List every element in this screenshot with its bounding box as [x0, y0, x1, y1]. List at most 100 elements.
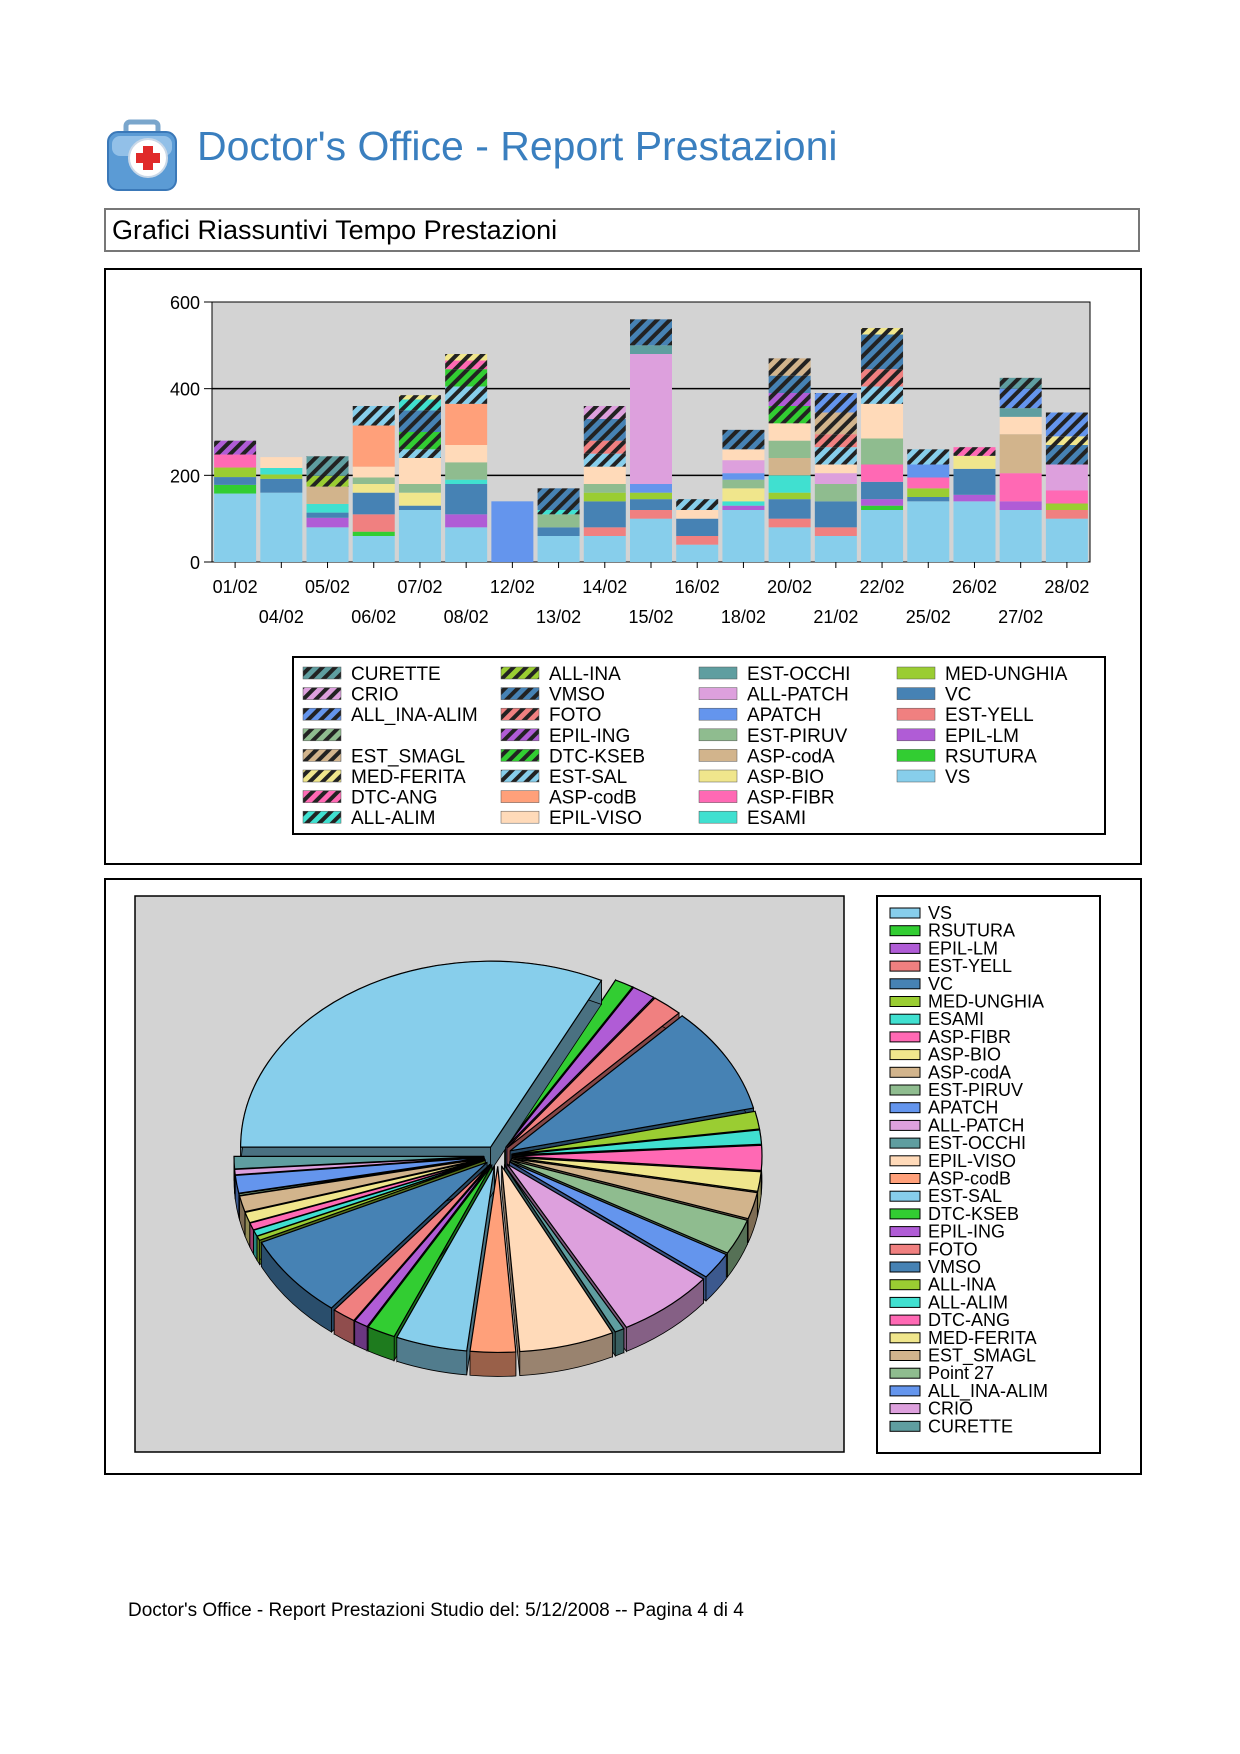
y-tick-label: 0 [190, 553, 200, 573]
bar-stack-25-02 [907, 449, 950, 562]
legend-swatch [302, 749, 342, 762]
legend-label: VS [928, 903, 952, 923]
bar-segment-vmso [398, 410, 441, 432]
bar-segment-epil-viso [999, 416, 1042, 435]
legend-swatch [698, 666, 738, 680]
bar-segment-dtc-ang [953, 447, 996, 456]
bar-segment-esami [768, 475, 811, 493]
legend-swatch [698, 749, 738, 762]
bar-segment-asp-bio [953, 455, 996, 469]
bar-segment-est-sal [352, 406, 395, 426]
bar-segment-vs [583, 536, 626, 562]
bar-segment-med-ferita [861, 328, 904, 335]
legend-swatch [698, 687, 738, 700]
legend-label: DTC-KSEB [549, 746, 645, 767]
bar-segment-epil-viso [352, 466, 395, 478]
legend-label: ASP-codA [747, 746, 835, 767]
bar-segment-asp-coda [306, 486, 349, 504]
bar-segment-vc [445, 484, 488, 515]
bar-segment-vs [630, 518, 672, 562]
bar-segment-rsutura [214, 484, 257, 494]
bar-segment-foto [861, 369, 904, 387]
x-tick-label: 15/02 [628, 607, 673, 627]
legend-label: ASP-codB [928, 1169, 1011, 1189]
bar-stack-05-02 [306, 456, 349, 562]
pie-slice-vs-top [240, 960, 603, 1148]
pie-slice-est-yell-top [506, 997, 680, 1149]
legend-label: DTC-KSEB [928, 1204, 1019, 1224]
bar-stack-26-02 [953, 447, 996, 562]
bar-segment-epil-lm [445, 514, 488, 528]
bar-stack-27-02 [999, 377, 1042, 562]
bar-segment-med-unghia [260, 474, 303, 479]
bar-stack-12-02 [491, 501, 534, 562]
bar-segment-vmso [722, 429, 765, 450]
x-tick-label: 20/02 [767, 577, 812, 597]
legend-swatch [500, 666, 540, 680]
pie-chart: VSRSUTURAEPIL-LMEST-YELLVCMED-UNGHIAESAM… [134, 895, 1101, 1454]
legend-swatch [889, 1190, 921, 1202]
pie-slice-est-sal [395, 1164, 496, 1376]
bar-stack-22-02 [861, 328, 904, 562]
legend-label: EST-PIRUV [928, 1080, 1023, 1100]
legend-label: VS [945, 767, 970, 788]
bar-stack-20-02 [768, 358, 811, 562]
y-tick-label: 400 [170, 380, 200, 400]
legend-swatch [889, 1296, 921, 1308]
section-title: Grafici Riassuntivi Tempo Prestazioni [112, 215, 558, 245]
bar-segment-med-unghia [907, 488, 950, 497]
bar-segment-est-yell [768, 518, 811, 528]
medical-kit-icon [107, 119, 177, 191]
pie-slice-epil-viso [501, 1164, 614, 1376]
bar-chart-panel: 0 200 400 600 01/02 04/02 05/02 06/02 07/02 08/02… [104, 268, 1142, 865]
bar-segment-est-piruv [537, 514, 580, 528]
legend-label: ASP-BIO [928, 1045, 1001, 1065]
x-tick-label: 28/02 [1044, 577, 1089, 597]
bar-segment-est-sal [398, 449, 441, 458]
pie-slice-est-smagl-top [238, 1157, 485, 1213]
legend-swatch [889, 1208, 921, 1220]
bar-segment-vmso [861, 334, 904, 370]
bar-segment-all-patch [630, 354, 672, 484]
bar-stack-18-02 [722, 429, 765, 562]
bar-segment-vc [398, 505, 441, 510]
bar-segment-est-piruv [445, 462, 488, 480]
bar-segment-vc [768, 499, 811, 519]
legend-swatch [889, 1332, 921, 1344]
bar-stack-04-02 [260, 457, 303, 562]
bar-segment-esami [722, 501, 765, 506]
bar-segment-vc [583, 501, 626, 528]
legend-label: ALL-INA [549, 664, 621, 685]
bar-segment-curette [306, 456, 349, 476]
legend-swatch [889, 907, 921, 919]
bar-segment-apatch [722, 473, 765, 480]
legend-swatch [889, 1066, 921, 1078]
bar-segment-vs [537, 536, 580, 562]
legend-swatch [889, 1137, 921, 1149]
y-tick-label: 600 [170, 293, 200, 313]
bar-segment-epil-lm [722, 505, 765, 510]
bar-segment-vc [907, 497, 950, 502]
legend-label: EPIL-ING [928, 1222, 1005, 1242]
legend-label: RSUTURA [928, 921, 1015, 941]
bar-segment-vmso [1045, 445, 1088, 465]
legend-label: EPIL-LM [945, 726, 1019, 747]
bar-segment-crio [583, 406, 626, 419]
bar-segment-vs [768, 527, 811, 562]
pie-slice-est-sal-top [395, 1165, 496, 1352]
legend-label: ALL-PATCH [928, 1115, 1024, 1135]
pie-slice-esami-top [511, 1129, 763, 1156]
legend-swatch [889, 960, 921, 972]
legend-swatch [896, 769, 936, 783]
x-tick-label: 21/02 [813, 607, 858, 627]
x-tick-label: 18/02 [721, 607, 766, 627]
pie-slice-rsutura-top [504, 979, 634, 1148]
bar-segment-epil-viso [260, 457, 303, 468]
legend-label: RSUTURA [945, 746, 1037, 767]
bar-segment-all-ina [306, 475, 349, 487]
bar-segment-est-piruv [768, 440, 811, 458]
pie-slice-epil-viso-top [501, 1165, 614, 1353]
bar-segment-rsutura [352, 531, 395, 536]
bar-segment-epil-viso [814, 464, 857, 474]
legend-label: VMSO [928, 1257, 981, 1277]
